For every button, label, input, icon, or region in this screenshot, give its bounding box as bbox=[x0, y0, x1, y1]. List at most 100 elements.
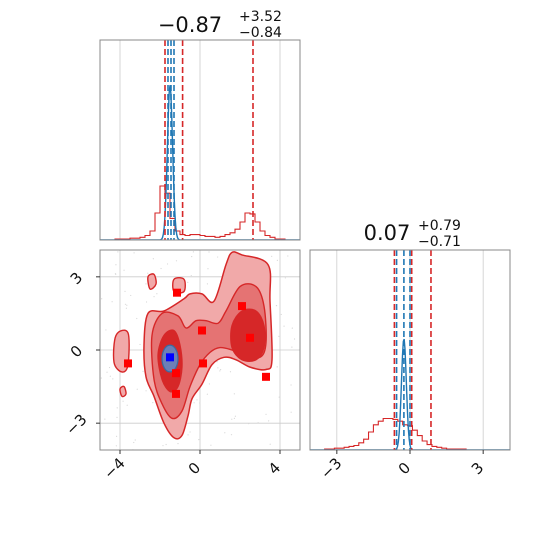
title-p2-upper: +0.79 bbox=[418, 218, 461, 234]
joint-sample-point bbox=[290, 411, 292, 413]
joint-sample-point bbox=[234, 415, 236, 417]
joint-sample-point bbox=[153, 296, 155, 298]
joint-sample-point bbox=[206, 393, 208, 395]
joint-sample-point bbox=[156, 293, 158, 295]
joint-sample-point bbox=[133, 441, 135, 444]
joint-sample-point bbox=[196, 399, 198, 401]
panel-p1-grid bbox=[119, 40, 281, 240]
joint-sample-point bbox=[105, 329, 107, 331]
joint-sample-point bbox=[210, 444, 212, 446]
title-p2: 0.07 bbox=[364, 221, 411, 245]
joint-sample-point bbox=[111, 301, 113, 303]
joint-sample-point bbox=[287, 255, 289, 257]
joint-sample-point bbox=[104, 418, 106, 420]
joint-sample-point bbox=[177, 443, 179, 445]
joint-sample-point bbox=[112, 378, 114, 380]
joint-sample-point bbox=[190, 274, 192, 277]
joint-sample-point bbox=[199, 402, 201, 404]
joint-sample-point bbox=[229, 371, 232, 373]
joint-sample-point bbox=[224, 432, 226, 434]
joint-marker-red bbox=[198, 326, 206, 335]
joint-sample-point bbox=[136, 388, 138, 390]
joint-sample-point bbox=[122, 400, 124, 402]
title-p2-lower: −0.71 bbox=[418, 234, 461, 250]
joint-sample-point bbox=[126, 404, 128, 406]
joint-sample-point bbox=[116, 416, 118, 418]
joint-sample-point bbox=[133, 252, 135, 254]
title-p1-upper: +3.52 bbox=[239, 9, 282, 25]
p2-curve-blue bbox=[310, 338, 510, 450]
joint-sample-point bbox=[152, 402, 154, 404]
panel-p1-marks bbox=[100, 40, 300, 240]
joint-sample-point bbox=[233, 393, 235, 395]
joint-sample-point bbox=[166, 263, 169, 265]
joint-sample-point bbox=[160, 267, 162, 270]
joint-sample-point bbox=[276, 259, 278, 262]
title-p1: −0.87 bbox=[158, 13, 222, 37]
panel-joint: −4 0 4 −3 0 3 bbox=[62, 249, 301, 483]
joint-sample-point bbox=[114, 273, 117, 275]
joint-sample-point bbox=[279, 428, 281, 430]
joint-sample-point bbox=[142, 370, 144, 372]
joint-sample-point bbox=[130, 294, 132, 297]
joint-sample-point bbox=[293, 338, 296, 340]
joint-marker-red bbox=[199, 359, 207, 368]
joint-sample-point bbox=[207, 268, 209, 270]
joint-sample-point bbox=[280, 313, 282, 316]
joint-sample-point bbox=[139, 343, 141, 346]
joint-sample-point bbox=[290, 384, 292, 386]
panel-p2-marginal: −3 0 3 0.07 +0.79 −0.71 bbox=[309, 218, 511, 483]
joint-sample-point bbox=[152, 258, 154, 260]
joint-sample-point bbox=[219, 369, 222, 371]
joint-xtick-label: −4 bbox=[100, 454, 128, 482]
p2-xtick-label: −3 bbox=[317, 454, 345, 482]
joint-sample-point bbox=[193, 402, 195, 404]
joint-sample-point bbox=[248, 423, 250, 425]
joint-marker-red bbox=[124, 359, 132, 368]
joint-sample-point bbox=[268, 420, 270, 422]
joint-marker-red bbox=[238, 302, 246, 311]
joint-sample-point bbox=[219, 370, 221, 372]
joint-sample-point bbox=[165, 443, 167, 446]
joint-marker-red bbox=[172, 369, 180, 378]
joint-sample-point bbox=[230, 434, 233, 436]
joint-sample-point bbox=[101, 298, 103, 300]
joint-sample-point bbox=[145, 283, 147, 285]
joint-sample-point bbox=[134, 439, 136, 441]
joint-sample-point bbox=[106, 371, 108, 373]
joint-sample-point bbox=[217, 256, 219, 258]
joint-sample-point bbox=[109, 375, 111, 377]
joint-sample-point bbox=[162, 445, 164, 447]
joint-sample-point bbox=[233, 417, 235, 420]
p2-xtick-label: 3 bbox=[468, 459, 487, 478]
panel-p2-ticks: −3 0 3 bbox=[317, 450, 487, 483]
joint-marker-blue bbox=[166, 353, 174, 362]
joint-ytick-label: −3 bbox=[62, 410, 90, 438]
joint-ytick-label: 0 bbox=[67, 342, 86, 361]
panel-p1-frame bbox=[99, 39, 301, 241]
joint-sample-point bbox=[278, 396, 280, 398]
joint-contour-island bbox=[119, 385, 127, 398]
joint-sample-point bbox=[276, 366, 278, 368]
joint-sample-point bbox=[115, 435, 118, 437]
joint-ytick-label: 3 bbox=[67, 269, 86, 288]
joint-sample-point bbox=[117, 251, 119, 253]
joint-sample-point bbox=[145, 301, 148, 303]
joint-marker-red bbox=[173, 288, 181, 297]
joint-sample-point bbox=[231, 418, 233, 420]
panel-joint-marks bbox=[100, 251, 296, 450]
joint-sample-point bbox=[269, 443, 271, 445]
joint-sample-point bbox=[187, 281, 189, 283]
joint-sample-point bbox=[192, 251, 194, 253]
joint-sample-point bbox=[100, 377, 103, 379]
joint-contour-island bbox=[147, 273, 157, 290]
joint-sample-point bbox=[208, 251, 210, 253]
joint-sample-point bbox=[115, 264, 117, 266]
joint-sample-point bbox=[145, 390, 147, 392]
title-p1-lower: −0.84 bbox=[239, 25, 282, 41]
joint-marker-red bbox=[246, 333, 254, 342]
panel-p1-marginal: −0.87 +3.52 −0.84 bbox=[99, 9, 301, 241]
p1-histogram-red bbox=[100, 185, 300, 240]
joint-sample-point bbox=[147, 272, 149, 274]
